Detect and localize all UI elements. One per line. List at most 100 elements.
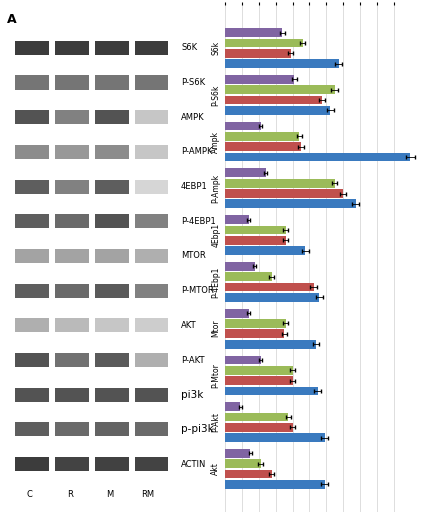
Bar (15, 145, 48, 159)
Bar (135, 388, 169, 402)
Bar (15, 214, 48, 229)
Bar (225, 179, 335, 188)
Bar (225, 49, 291, 57)
Bar (55, 145, 88, 159)
Bar (55, 110, 88, 124)
Bar (15, 75, 48, 89)
Bar (225, 85, 335, 94)
Bar (225, 106, 330, 115)
Bar (95, 318, 128, 332)
Bar (225, 225, 286, 234)
Bar (15, 388, 48, 402)
Text: RM: RM (141, 490, 154, 499)
Bar (225, 340, 316, 348)
Bar (225, 329, 284, 338)
Bar (95, 457, 128, 471)
Bar (135, 75, 169, 89)
Text: 4EBP1: 4EBP1 (181, 182, 208, 191)
Bar (225, 215, 249, 224)
Bar (225, 121, 260, 130)
Bar (225, 153, 411, 161)
Bar (135, 145, 169, 159)
Bar (95, 145, 128, 159)
Bar (95, 214, 128, 229)
Text: pi3k: pi3k (181, 390, 203, 400)
Bar (225, 283, 314, 292)
Bar (225, 413, 288, 421)
Bar (55, 353, 88, 367)
Bar (225, 449, 250, 458)
Bar (55, 388, 88, 402)
Text: A: A (7, 13, 16, 26)
Bar (225, 236, 286, 245)
Bar (225, 96, 322, 104)
Bar (15, 353, 48, 367)
Text: AKT: AKT (181, 321, 197, 330)
Text: MTOR: MTOR (181, 251, 206, 261)
Bar (55, 422, 88, 436)
Bar (15, 41, 48, 55)
Bar (95, 249, 128, 263)
Bar (95, 388, 128, 402)
Text: ACTIN: ACTIN (181, 460, 206, 468)
Bar (225, 366, 293, 375)
Bar (15, 179, 48, 194)
Text: R: R (67, 490, 73, 499)
Bar (135, 353, 169, 367)
Text: p-pi3k: p-pi3k (181, 424, 214, 434)
Bar (225, 262, 255, 271)
Bar (135, 249, 169, 263)
Bar (55, 214, 88, 229)
Bar (225, 272, 271, 281)
Text: P-MTOR: P-MTOR (181, 286, 214, 295)
Bar (225, 39, 303, 47)
Bar (225, 460, 260, 468)
Bar (135, 41, 169, 55)
Bar (135, 179, 169, 194)
Bar (55, 75, 88, 89)
Bar (225, 59, 339, 68)
Text: P-AKT: P-AKT (181, 356, 205, 364)
Bar (225, 423, 293, 432)
Bar (225, 480, 325, 489)
Bar (95, 422, 128, 436)
Bar (55, 249, 88, 263)
Bar (225, 309, 249, 317)
Bar (95, 75, 128, 89)
Bar (135, 422, 169, 436)
Bar (225, 356, 260, 364)
Bar (15, 110, 48, 124)
Bar (55, 41, 88, 55)
Bar (55, 283, 88, 298)
Text: AMPK: AMPK (181, 113, 205, 121)
Bar (15, 457, 48, 471)
Bar (225, 319, 286, 328)
Bar (135, 214, 169, 229)
Bar (225, 132, 299, 141)
Bar (225, 293, 319, 302)
Bar (55, 457, 88, 471)
Bar (55, 179, 88, 194)
Text: M: M (106, 490, 113, 499)
Bar (135, 457, 169, 471)
Bar (225, 470, 271, 478)
Bar (225, 28, 282, 37)
Bar (225, 200, 356, 208)
Bar (225, 142, 301, 151)
Bar (95, 179, 128, 194)
Text: P-S6K: P-S6K (181, 78, 205, 87)
Bar (225, 246, 305, 255)
Bar (15, 422, 48, 436)
Bar (225, 169, 266, 177)
Bar (225, 376, 293, 385)
Bar (95, 41, 128, 55)
Bar (225, 189, 343, 198)
Bar (225, 433, 325, 442)
Bar (225, 387, 318, 396)
Text: P-4EBP1: P-4EBP1 (181, 217, 216, 226)
Bar (15, 249, 48, 263)
Bar (55, 318, 88, 332)
Text: S6K: S6K (181, 43, 197, 52)
Bar (225, 402, 240, 411)
Bar (15, 283, 48, 298)
